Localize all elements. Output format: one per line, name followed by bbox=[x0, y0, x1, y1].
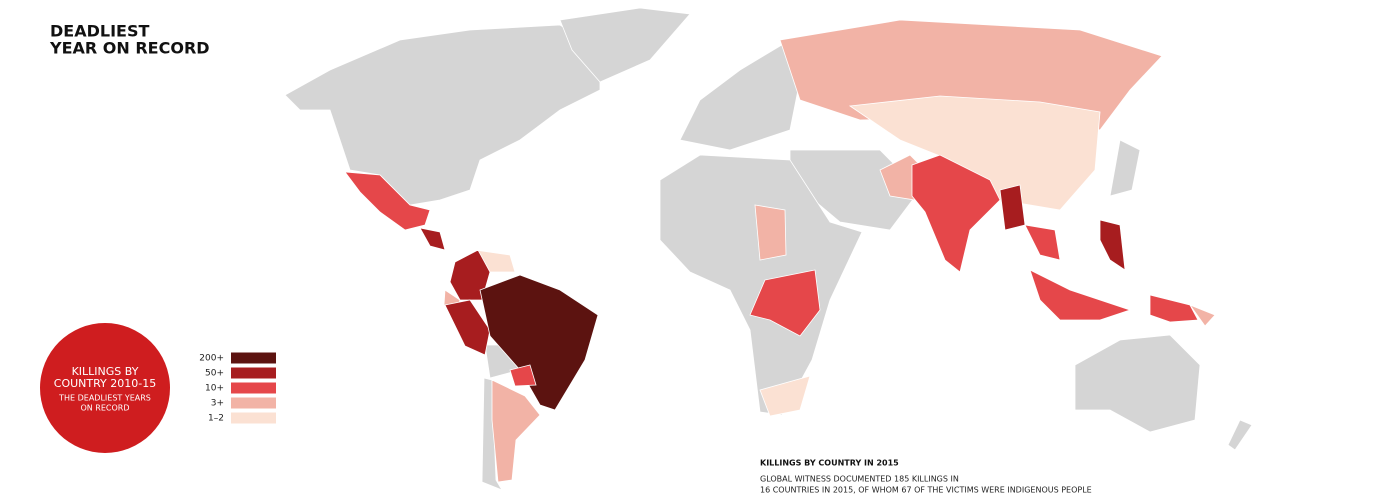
india bbox=[911, 154, 1001, 273]
australia bbox=[1074, 334, 1201, 433]
legend-swatch bbox=[231, 352, 276, 364]
footer-title: KILLINGS BY COUNTRY IN 2015 bbox=[760, 459, 899, 468]
badge-title: COUNTRY 2010-15 bbox=[54, 377, 156, 390]
legend-label: 3+ bbox=[211, 399, 224, 409]
footer-line: GLOBAL WITNESS DOCUMENTED 185 KILLINGS I… bbox=[760, 475, 959, 484]
south-africa bbox=[759, 375, 811, 417]
badge-subtitle: ON RECORD bbox=[80, 404, 129, 413]
thailand-cambodia bbox=[1024, 224, 1061, 261]
europe bbox=[679, 39, 801, 151]
chad bbox=[754, 204, 787, 261]
china bbox=[848, 95, 1101, 211]
countries bbox=[344, 19, 1216, 483]
honduras bbox=[419, 227, 446, 251]
indonesia bbox=[1029, 269, 1132, 321]
greenland bbox=[559, 7, 691, 83]
legend-label: 50+ bbox=[205, 369, 224, 379]
legend: 200+ 50+ 10+ 3+ 1–2 bbox=[199, 352, 276, 424]
papua-new-guinea bbox=[1188, 304, 1216, 327]
badge bbox=[40, 323, 170, 453]
argentina bbox=[491, 379, 541, 483]
legend-label: 10+ bbox=[205, 384, 224, 394]
japan bbox=[1109, 139, 1141, 197]
footer: KILLINGS BY COUNTRY IN 2015 GLOBAL WITNES… bbox=[760, 459, 1092, 495]
papua bbox=[1149, 294, 1199, 323]
new-zealand bbox=[1227, 419, 1253, 451]
philippines bbox=[1099, 219, 1126, 271]
badge-title: KILLINGS BY bbox=[72, 365, 139, 378]
legend-label: 1–2 bbox=[208, 414, 224, 424]
dr-congo bbox=[749, 269, 821, 337]
russia bbox=[779, 19, 1163, 131]
legend-swatch bbox=[231, 397, 276, 409]
legend-swatch bbox=[231, 382, 276, 394]
title-line: DEADLIEST bbox=[50, 22, 149, 41]
peru bbox=[444, 299, 491, 356]
paraguay bbox=[509, 364, 537, 387]
title-line: YEAR ON RECORD bbox=[49, 39, 210, 58]
legend-swatch bbox=[231, 367, 276, 379]
footer-line: 16 COUNTRIES IN 2015, OF WHOM 67 OF THE … bbox=[760, 486, 1092, 495]
north-america bbox=[284, 24, 601, 206]
brazil bbox=[479, 274, 599, 411]
legend-label: 200+ bbox=[199, 354, 224, 364]
mexico bbox=[344, 171, 431, 231]
legend-swatch bbox=[231, 412, 276, 424]
badge-subtitle: THE DEADLIEST YEARS bbox=[58, 394, 151, 403]
chile bbox=[481, 377, 503, 491]
